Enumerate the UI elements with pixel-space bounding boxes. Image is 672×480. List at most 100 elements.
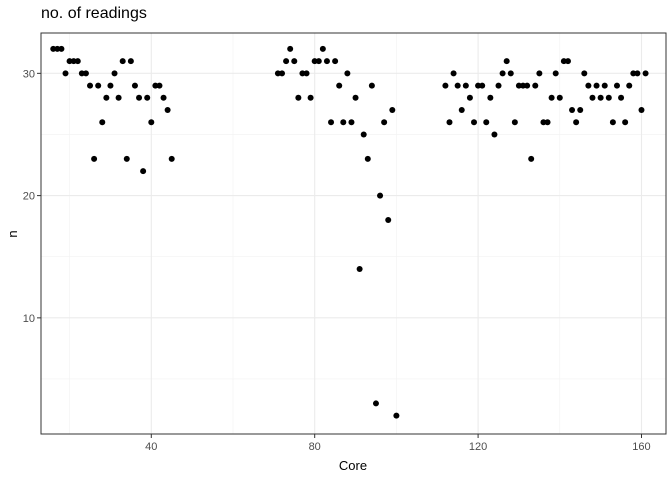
data-point	[82, 70, 89, 77]
y-axis-ticks: 10 20 30	[23, 68, 41, 325]
x-tick-label: 80	[309, 441, 321, 453]
data-point	[446, 119, 453, 126]
data-point	[111, 70, 118, 77]
data-point	[638, 107, 645, 114]
data-point	[544, 119, 551, 126]
data-point	[303, 70, 310, 77]
data-point	[372, 400, 379, 407]
data-point	[605, 94, 612, 101]
data-point	[164, 107, 171, 114]
data-point	[107, 82, 114, 89]
chart-title: no. of readings	[41, 5, 147, 22]
data-point	[283, 58, 290, 65]
data-point	[581, 70, 588, 77]
y-tick-label: 10	[23, 313, 35, 325]
data-point	[536, 70, 543, 77]
data-point	[328, 119, 335, 126]
data-point	[564, 58, 571, 65]
data-point	[569, 107, 576, 114]
data-point	[91, 155, 98, 162]
data-point	[131, 82, 138, 89]
y-axis-title: n	[5, 230, 20, 237]
data-point	[99, 119, 106, 126]
data-point	[601, 82, 608, 89]
data-point	[483, 119, 490, 126]
data-point	[87, 82, 94, 89]
data-point	[144, 94, 151, 101]
data-point	[127, 58, 134, 65]
data-point	[573, 119, 580, 126]
data-point	[148, 119, 155, 126]
data-point	[377, 192, 384, 199]
data-point	[168, 155, 175, 162]
x-tick-label: 120	[469, 441, 487, 453]
data-point	[503, 58, 510, 65]
data-point	[471, 119, 478, 126]
data-point	[340, 119, 347, 126]
y-tick-label: 20	[23, 191, 35, 203]
data-point	[634, 70, 641, 77]
data-point	[115, 94, 122, 101]
data-point	[356, 265, 363, 272]
data-point	[287, 45, 294, 52]
data-point	[585, 82, 592, 89]
data-point	[103, 94, 110, 101]
data-point	[556, 94, 563, 101]
data-point	[552, 70, 559, 77]
x-tick-label: 160	[632, 441, 650, 453]
data-point	[389, 107, 396, 114]
data-point	[495, 82, 502, 89]
data-point	[291, 58, 298, 65]
data-point	[332, 58, 339, 65]
data-point	[336, 82, 343, 89]
data-point	[593, 82, 600, 89]
data-point	[597, 94, 604, 101]
data-point	[442, 82, 449, 89]
data-point	[368, 82, 375, 89]
data-point	[622, 119, 629, 126]
data-point	[548, 94, 555, 101]
major-gridlines	[41, 33, 666, 434]
data-point	[364, 155, 371, 162]
data-point	[74, 58, 81, 65]
data-point	[511, 119, 518, 126]
data-point	[279, 70, 286, 77]
data-point	[458, 107, 465, 114]
data-point	[528, 155, 535, 162]
data-point	[393, 412, 400, 419]
data-point	[58, 45, 65, 52]
data-point	[462, 82, 469, 89]
data-point	[140, 168, 147, 175]
data-point	[136, 94, 143, 101]
data-point	[507, 70, 514, 77]
plot-border	[40, 32, 667, 435]
data-point	[348, 119, 355, 126]
data-point	[381, 119, 388, 126]
data-point	[315, 58, 322, 65]
data-point	[577, 107, 584, 114]
data-point	[156, 82, 163, 89]
data-point	[613, 82, 620, 89]
data-point	[491, 131, 498, 138]
data-point	[95, 82, 102, 89]
data-point	[344, 70, 351, 77]
data-point	[450, 70, 457, 77]
data-point	[626, 82, 633, 89]
data-point	[295, 94, 302, 101]
minor-gridlines	[41, 33, 666, 434]
data-point	[532, 82, 539, 89]
data-point	[323, 58, 330, 65]
data-points	[50, 45, 649, 419]
data-point	[466, 94, 473, 101]
data-point	[487, 94, 494, 101]
data-point	[385, 217, 392, 224]
data-point	[160, 94, 167, 101]
data-point	[479, 82, 486, 89]
data-point	[307, 94, 314, 101]
data-point	[618, 94, 625, 101]
x-tick-label: 40	[145, 441, 157, 453]
data-point	[499, 70, 506, 77]
data-point	[454, 82, 461, 89]
plot-panel	[41, 33, 666, 434]
